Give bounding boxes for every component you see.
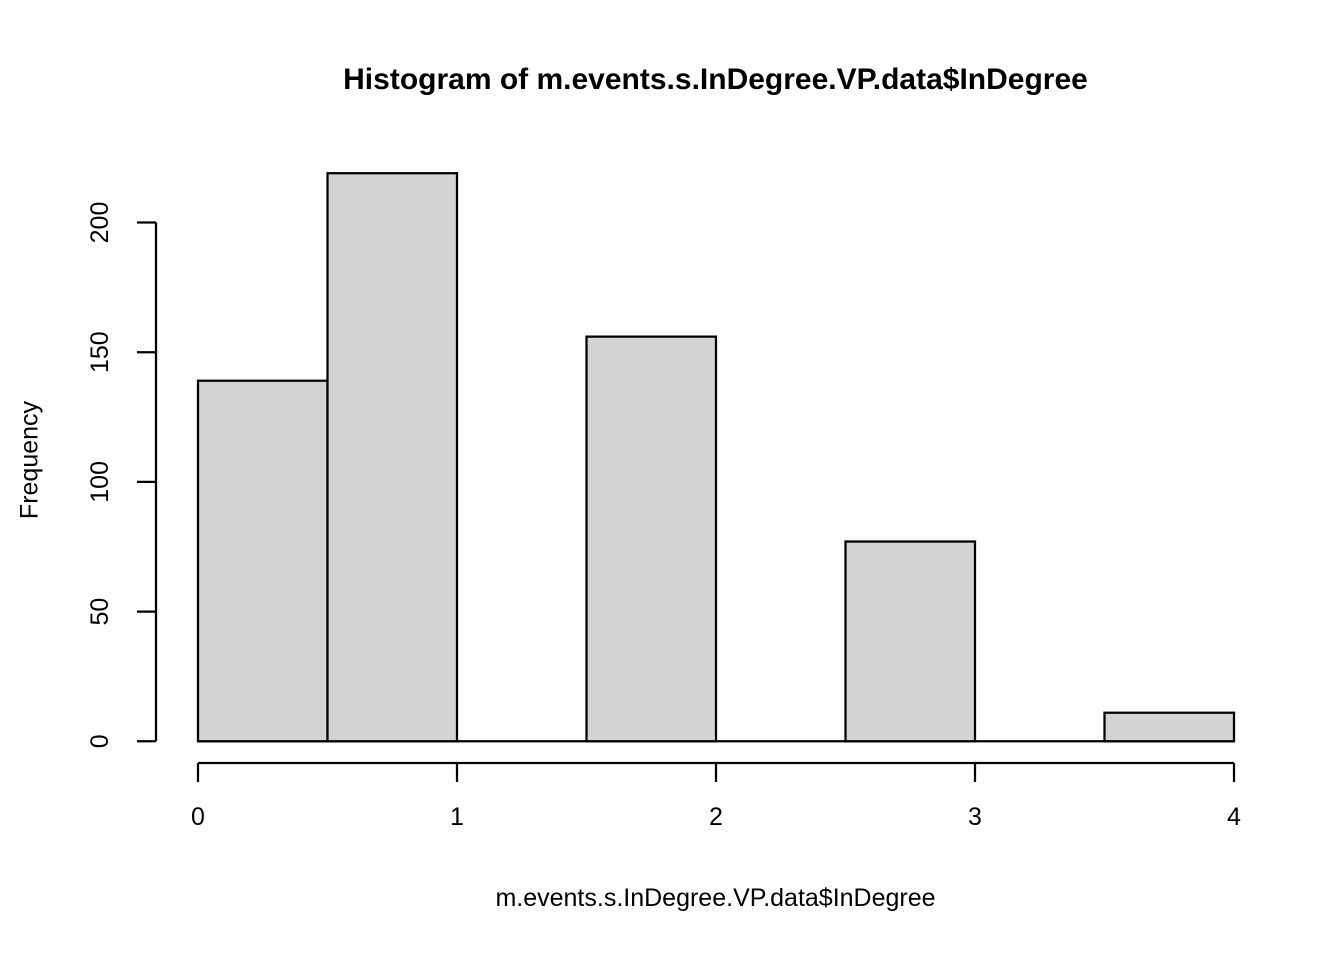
- y-tick-label: 200: [86, 202, 114, 244]
- histogram-bar: [326, 172, 459, 743]
- y-tick-label: 100: [86, 461, 114, 503]
- y-axis-label: Frequency: [15, 400, 44, 520]
- chart-title: Histogram of m.events.s.InDegree.VP.data…: [343, 63, 1088, 96]
- histogram-bar: [585, 335, 718, 743]
- y-tick-label: 0: [86, 734, 114, 748]
- x-tick-label: 3: [968, 803, 982, 831]
- y-tick-label: 150: [86, 331, 114, 373]
- histogram-bar: [844, 540, 977, 743]
- y-tick-label: 50: [86, 598, 114, 626]
- x-tick-label: 1: [450, 803, 464, 831]
- x-tick-label: 0: [191, 803, 205, 831]
- histogram-bar: [196, 379, 329, 743]
- x-axis-label: m.events.s.InDegree.VP.data$InDegree: [495, 884, 936, 912]
- x-tick-label: 2: [709, 803, 723, 831]
- histogram-bar: [1103, 711, 1236, 743]
- x-tick-label: 4: [1227, 803, 1241, 831]
